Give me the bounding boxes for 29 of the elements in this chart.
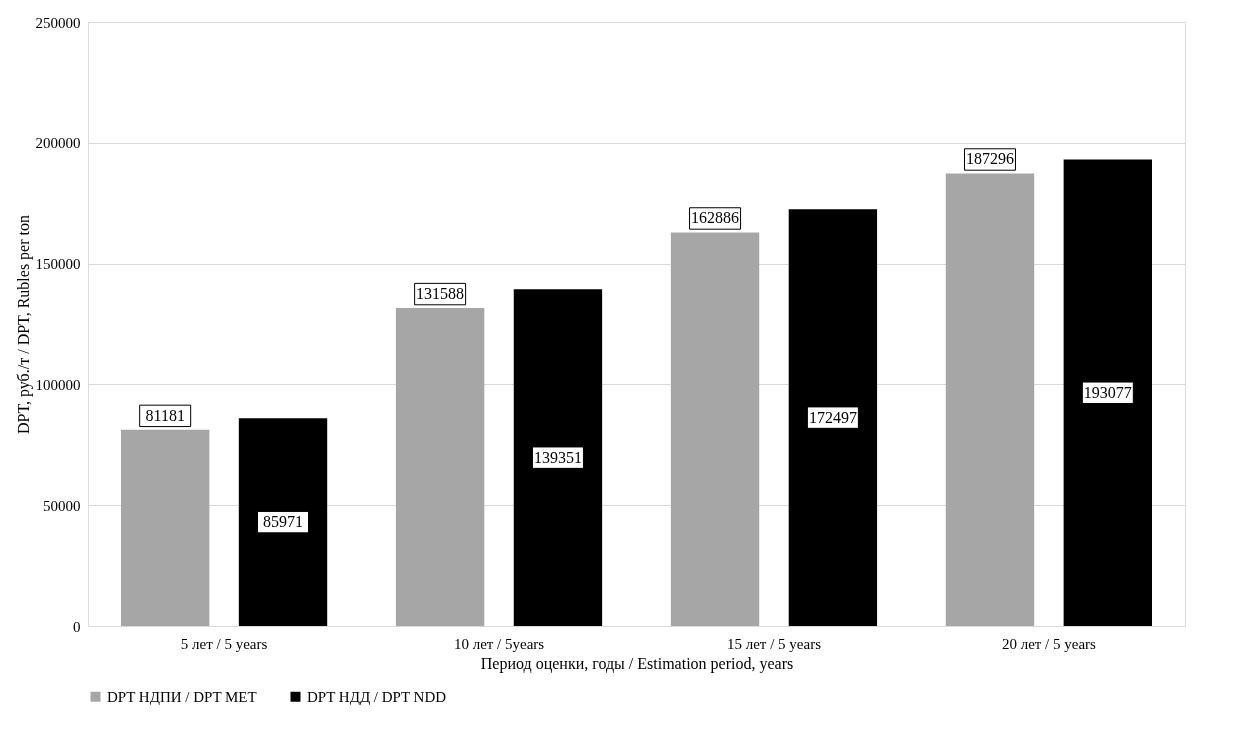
y-axis-title: DPT, руб./т / DPT, Rubles per ton <box>14 215 33 434</box>
data-label: 81181 <box>145 406 185 424</box>
bar <box>395 308 485 626</box>
x-axis-title: Период оценки, годы / Estimation period, years <box>480 654 794 673</box>
bar <box>788 209 878 626</box>
x-tick-label: 15 лет / 5 years <box>726 635 822 652</box>
bar <box>670 232 760 626</box>
legend-label: DPT НДПИ / DPT MET <box>107 688 257 705</box>
data-label: 85971 <box>263 513 304 531</box>
data-label: 139351 <box>533 448 582 466</box>
bar <box>238 418 328 626</box>
data-label: 187296 <box>965 150 1014 168</box>
data-label: 172497 <box>808 408 857 426</box>
bar <box>513 289 603 626</box>
x-tick-label: 20 лет / 5 years <box>1001 635 1097 652</box>
y-tick-label: 150000 <box>35 256 81 273</box>
y-tick-label: 50000 <box>43 497 81 514</box>
y-tick-label: 200000 <box>35 135 81 152</box>
legend-label: DPT НДД / DPT NDD <box>307 688 447 705</box>
x-tick-label: 10 лет / 5years <box>453 635 545 652</box>
y-tick-label: 100000 <box>35 376 81 393</box>
bar <box>945 173 1035 626</box>
bar <box>1063 159 1153 626</box>
data-label: 162886 <box>691 209 740 227</box>
data-label: 193077 <box>1083 383 1132 401</box>
y-tick-label: 250000 <box>35 14 81 31</box>
data-label: 131588 <box>416 285 465 303</box>
y-tick-label: 0 <box>73 618 81 635</box>
x-tick-label: 5 лет / 5 years <box>180 635 268 652</box>
